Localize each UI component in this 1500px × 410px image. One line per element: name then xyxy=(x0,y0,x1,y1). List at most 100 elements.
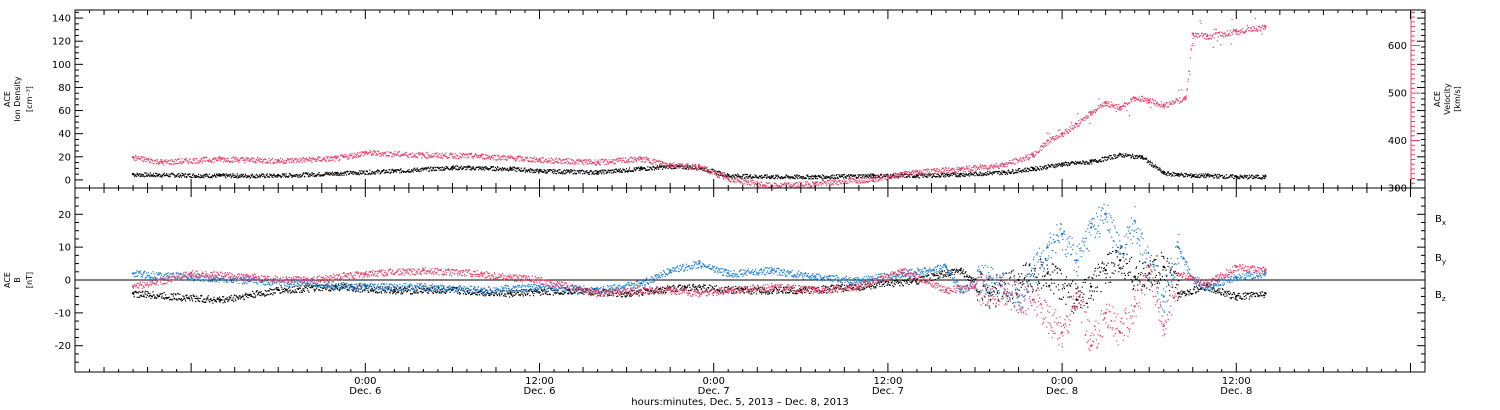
data-point xyxy=(332,159,334,161)
data-point xyxy=(531,168,533,170)
data-point xyxy=(626,162,629,164)
data-point xyxy=(161,176,163,178)
data-point xyxy=(474,153,477,155)
data-point xyxy=(224,300,226,302)
data-point xyxy=(806,174,808,176)
data-point xyxy=(976,168,979,170)
data-point xyxy=(1151,162,1153,164)
data-point xyxy=(501,170,503,172)
data-point xyxy=(445,152,447,154)
data-point xyxy=(874,177,877,179)
data-point xyxy=(383,152,385,154)
data-point xyxy=(1112,103,1114,105)
data-point xyxy=(156,293,158,296)
data-point xyxy=(430,169,432,171)
data-point xyxy=(796,186,798,188)
data-point xyxy=(1012,170,1014,172)
data-point xyxy=(232,299,234,301)
data-point xyxy=(470,168,473,170)
data-point xyxy=(266,160,268,162)
data-point xyxy=(415,156,417,158)
data-point xyxy=(209,159,211,161)
data-point xyxy=(137,156,139,158)
data-point xyxy=(897,176,899,178)
data-point xyxy=(1207,173,1209,175)
data-point xyxy=(172,163,174,165)
data-point xyxy=(1200,22,1202,24)
data-point xyxy=(1064,164,1066,166)
data-point xyxy=(233,174,235,176)
data-point xyxy=(150,174,152,176)
data-point xyxy=(173,174,175,176)
data-point xyxy=(361,151,363,153)
data-point xyxy=(638,166,640,168)
data-point xyxy=(861,174,863,176)
data-point xyxy=(680,165,682,167)
data-point xyxy=(1204,177,1206,179)
data-point xyxy=(794,184,796,186)
data-point xyxy=(682,165,684,168)
data-point xyxy=(1081,162,1083,164)
data-point xyxy=(328,173,330,175)
data-point xyxy=(494,154,497,157)
data-point xyxy=(657,168,660,170)
data-point xyxy=(936,175,939,178)
data-point xyxy=(580,160,582,162)
data-point xyxy=(1205,173,1207,175)
data-point-key xyxy=(277,159,280,162)
data-point xyxy=(1091,114,1093,116)
data-point xyxy=(276,288,278,290)
data-point xyxy=(972,166,975,168)
data-point xyxy=(810,178,812,180)
data-point xyxy=(591,171,594,174)
data-point xyxy=(249,295,252,297)
data-point xyxy=(1024,157,1026,159)
data-point xyxy=(441,167,444,169)
data-point xyxy=(477,157,479,159)
data-point xyxy=(410,153,412,155)
data-point xyxy=(828,179,830,182)
data-point xyxy=(417,152,419,154)
data-point xyxy=(1178,89,1180,91)
data-point xyxy=(238,161,240,164)
data-point-key xyxy=(1264,175,1267,178)
data-point xyxy=(1100,105,1103,107)
data-point xyxy=(478,166,480,168)
right-axis-tick-label: 400 xyxy=(1388,136,1407,147)
data-point xyxy=(689,166,691,169)
data-point xyxy=(734,177,736,179)
data-point xyxy=(466,165,469,167)
data-point xyxy=(827,176,829,178)
data-point xyxy=(140,175,142,177)
data-point xyxy=(153,294,155,296)
data-point xyxy=(252,292,255,294)
data-point xyxy=(530,161,533,163)
data-point xyxy=(148,173,150,175)
data-point xyxy=(1049,166,1051,168)
data-point xyxy=(559,172,562,175)
data-point xyxy=(208,158,210,160)
data-point xyxy=(206,296,208,298)
data-point xyxy=(690,166,693,169)
data-point xyxy=(342,155,344,157)
data-point xyxy=(1033,167,1036,169)
data-point xyxy=(421,168,423,170)
data-point xyxy=(663,165,665,167)
data-point xyxy=(442,155,444,157)
data-point xyxy=(988,165,990,167)
data-point xyxy=(289,173,291,175)
data-point xyxy=(440,169,443,171)
data-point xyxy=(1046,167,1048,169)
data-point xyxy=(670,166,672,168)
data-point xyxy=(209,301,211,303)
data-point xyxy=(359,155,361,157)
data-point xyxy=(1057,129,1059,132)
data-point-key xyxy=(364,151,367,154)
data-point xyxy=(565,162,567,164)
data-point xyxy=(1011,172,1013,174)
data-point xyxy=(718,170,720,172)
data-point xyxy=(978,168,981,170)
data-point xyxy=(830,177,832,179)
data-point xyxy=(445,155,447,158)
data-point xyxy=(362,151,364,153)
